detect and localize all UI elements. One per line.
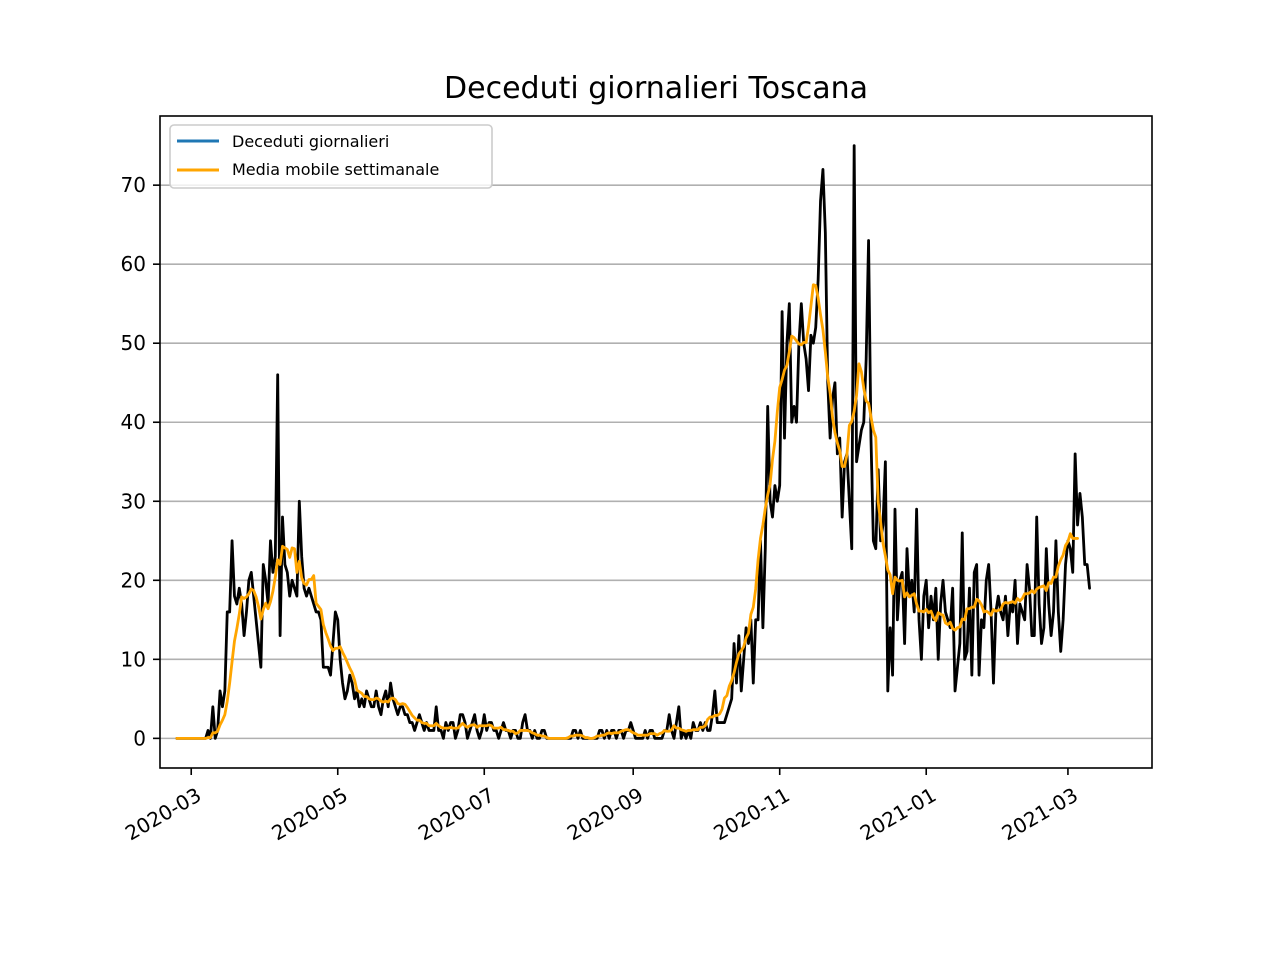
y-tick-label-40: 40 xyxy=(121,410,146,434)
y-tick-label-10: 10 xyxy=(121,647,146,671)
y-tick-label-50: 50 xyxy=(121,331,146,355)
y-tick-label-30: 30 xyxy=(121,489,146,513)
series-line-media-mobile-settimanale xyxy=(175,283,1079,740)
legend-label-media-mobile: Media mobile settimanale xyxy=(232,160,439,179)
legend-label-deceduti: Deceduti giornalieri xyxy=(232,132,389,151)
chart-title: Deceduti giornalieri Toscana xyxy=(444,71,868,106)
y-tick-label-20: 20 xyxy=(121,568,146,592)
legend-frame xyxy=(169,124,493,189)
y-tick-label-0: 0 xyxy=(133,726,146,750)
y-axis: 0 10 20 30 40 50 60 70 xyxy=(121,173,160,750)
series-layer xyxy=(175,144,1091,740)
y-tick-label-70: 70 xyxy=(121,173,146,197)
series-line-deceduti-giornalieri xyxy=(175,144,1091,740)
y-tick-label-60: 60 xyxy=(121,252,146,276)
plot-area-frame xyxy=(159,115,1153,769)
legend: Deceduti giornalieri Media mobile settim… xyxy=(169,124,493,189)
